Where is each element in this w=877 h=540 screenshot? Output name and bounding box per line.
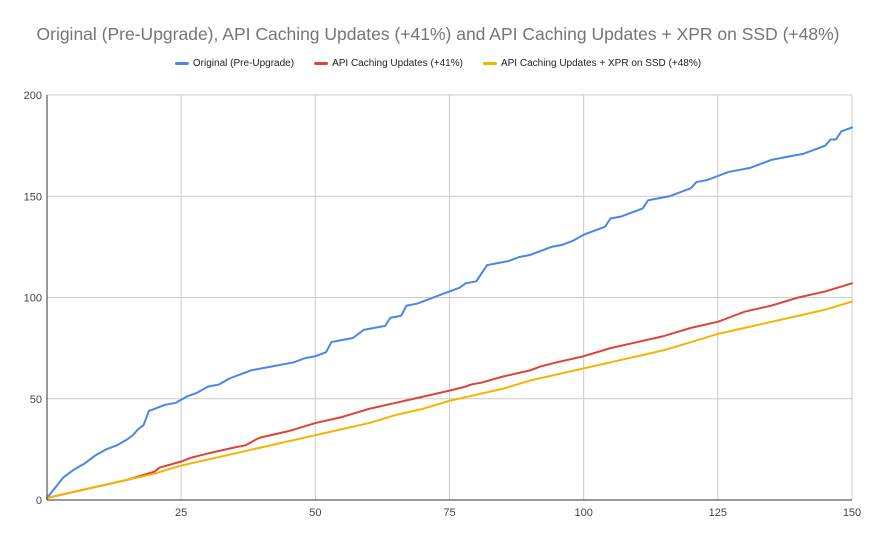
legend-item-2[interactable]: API Caching Updates (+41%): [314, 58, 463, 69]
y-tick-label: 50: [30, 394, 42, 406]
legend-swatch: [174, 62, 189, 65]
legend-label: API Caching Updates + XPR on SSD (+48%): [501, 58, 701, 69]
x-tick-label: 25: [175, 507, 187, 519]
y-tick-label: 200: [24, 90, 42, 102]
x-tick-label: 150: [843, 507, 861, 519]
legend: Original (Pre-Upgrade) API Caching Update…: [174, 58, 701, 69]
legend-label: API Caching Updates (+41%): [332, 58, 463, 69]
grid: [47, 94, 853, 500]
x-tick-label: 75: [443, 507, 455, 519]
legend-item-1[interactable]: Original (Pre-Upgrade): [174, 58, 294, 69]
legend-label: Original (Pre-Upgrade): [193, 58, 294, 69]
legend-item-3[interactable]: API Caching Updates + XPR on SSD (+48%): [482, 58, 701, 69]
axes: [46, 95, 852, 501]
y-tick-label: 150: [24, 191, 42, 203]
legend-swatch: [314, 62, 329, 65]
y-tick-label: 100: [24, 293, 42, 305]
series-line-1: [46, 126, 853, 499]
y-tick-label: 0: [36, 495, 42, 507]
chart-title: Original (Pre-Upgrade), API Caching Upda…: [37, 24, 840, 44]
x-tick-label: 100: [574, 507, 592, 519]
x-tick-label: 125: [709, 507, 727, 519]
tick-labels: 0 50 100 150 200 25 50 75 100 125 150: [24, 90, 862, 519]
legend-swatch: [482, 62, 497, 65]
series-layer: [46, 126, 853, 499]
x-tick-label: 50: [309, 507, 321, 519]
series-line-3: [46, 300, 853, 499]
series-line-2: [46, 282, 853, 499]
